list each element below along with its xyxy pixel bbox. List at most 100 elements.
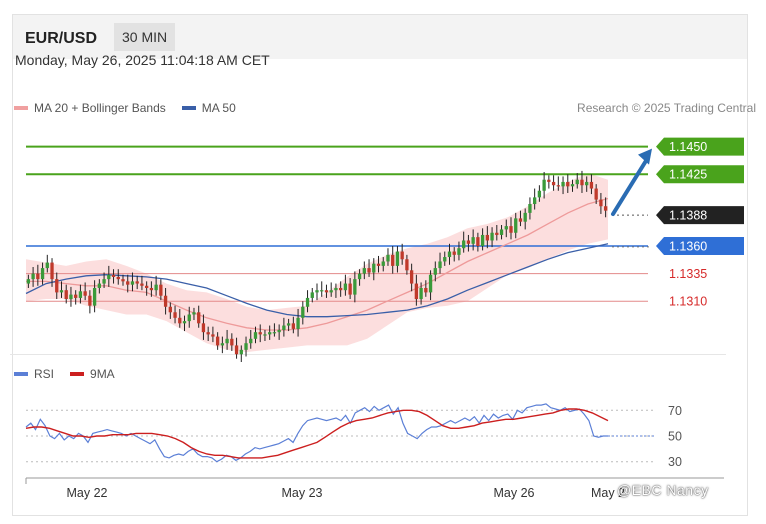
candle-body: [201, 323, 206, 333]
price-tag-text: 1.1425: [669, 168, 707, 182]
candle-body: [45, 262, 49, 269]
price-label-1-1310: 1.1310: [669, 295, 707, 309]
candle-body: [533, 197, 537, 205]
candle-body: [78, 291, 83, 298]
candle-body: [301, 306, 305, 318]
candle-body: [168, 306, 172, 313]
legend-label-ma50: MA 50: [201, 101, 236, 115]
candle-body: [480, 234, 485, 246]
x-tick-label: May 22: [67, 486, 108, 500]
candle-body: [225, 338, 229, 344]
candle-body: [263, 334, 267, 336]
candle-body: [462, 240, 466, 249]
price-tag-text: 1.1388: [669, 209, 707, 223]
candle-body: [187, 314, 191, 322]
projection-arrow-head: [638, 148, 652, 165]
timeframe-badge[interactable]: 30 MIN: [114, 23, 176, 51]
candle-body: [561, 181, 565, 187]
candle-body: [83, 291, 87, 296]
candle-body: [599, 199, 603, 207]
candle-body: [594, 188, 598, 200]
candle-body: [457, 248, 461, 255]
candle-body: [74, 294, 78, 298]
candle-body: [589, 181, 594, 189]
candle-body: [149, 287, 154, 291]
candle-body: [343, 283, 348, 291]
candle-body: [348, 283, 352, 295]
candle-body: [296, 317, 300, 329]
candle-body: [428, 274, 433, 293]
price-tag-text: 1.1360: [669, 240, 707, 254]
candle-body: [182, 321, 187, 324]
candle-body: [518, 218, 523, 222]
rsi-swatch: [14, 372, 28, 376]
legend-label-9ma: 9MA: [90, 367, 115, 381]
candle-body: [145, 285, 149, 288]
candle-body: [570, 184, 575, 187]
candle-body: [26, 279, 31, 284]
candle-body: [272, 332, 277, 334]
price-tag-text: 1.1335: [669, 267, 707, 281]
candle-body: [220, 343, 225, 346]
candle-body: [126, 281, 130, 285]
candle-body: [215, 336, 220, 346]
rsi-9ma-line: [25, 408, 609, 459]
candle-body: [239, 349, 243, 355]
ma9-swatch: [70, 372, 85, 376]
candle-body: [135, 281, 139, 284]
candle-body: [291, 323, 295, 329]
watermark: @EBC Nancy: [617, 482, 709, 498]
research-credit: Research © 2025 Trading Central: [577, 101, 756, 115]
candle-body: [50, 262, 54, 280]
candle-body: [334, 287, 338, 291]
price-tag: [656, 165, 744, 184]
candle-body: [452, 251, 456, 255]
chart-header: EUR/USD 30 MIN: [13, 15, 747, 59]
candle-body: [31, 273, 35, 280]
price-label-1-1450: 1.1450: [656, 137, 744, 156]
candle-body: [424, 287, 428, 293]
candle-body: [603, 206, 608, 211]
price-label-1-1425: 1.1425: [656, 165, 744, 184]
candle-body: [178, 317, 182, 324]
candle-body: [64, 290, 68, 300]
candle-body: [438, 261, 442, 269]
candle-body: [69, 294, 73, 300]
candle-body: [92, 287, 97, 306]
candle-body: [528, 204, 532, 213]
price-tag-text: 1.1310: [669, 295, 707, 309]
candle-body: [575, 179, 579, 185]
rsi-legend: RSI 9MA: [14, 367, 131, 381]
legend-item-9ma: 9MA: [70, 367, 115, 381]
candle-body: [315, 290, 319, 293]
candle-body: [509, 226, 513, 233]
panel-separator: [10, 354, 726, 355]
x-tick-label: May 23: [282, 486, 323, 500]
rsi-tick-label: 70: [668, 404, 682, 418]
candle-body: [551, 181, 556, 186]
candle-body: [353, 279, 357, 295]
ma20-line: [26, 197, 609, 331]
candle-body: [107, 274, 111, 280]
candle-body: [400, 251, 404, 260]
legend-item-ma50: MA 50: [181, 101, 236, 115]
candle-body: [547, 179, 551, 182]
candle-body: [391, 254, 395, 266]
candle-body: [419, 287, 423, 300]
candle-body: [197, 312, 201, 324]
candle-body: [244, 343, 248, 350]
candle-body: [490, 232, 494, 241]
candle-body: [523, 212, 527, 222]
candle-body: [40, 268, 45, 280]
candle-body: [173, 312, 177, 318]
rsi-tick-label: 30: [668, 455, 682, 469]
candle-body: [504, 226, 508, 230]
candle-body: [88, 295, 92, 306]
candle-body: [372, 263, 376, 273]
candle-body: [357, 273, 362, 280]
candle-body: [121, 279, 125, 282]
candle-body: [485, 234, 489, 241]
legend-item-ma20: MA 20 + Bollinger Bands: [14, 101, 166, 115]
pair-title: EUR/USD: [25, 30, 98, 47]
candle-body: [329, 290, 333, 293]
